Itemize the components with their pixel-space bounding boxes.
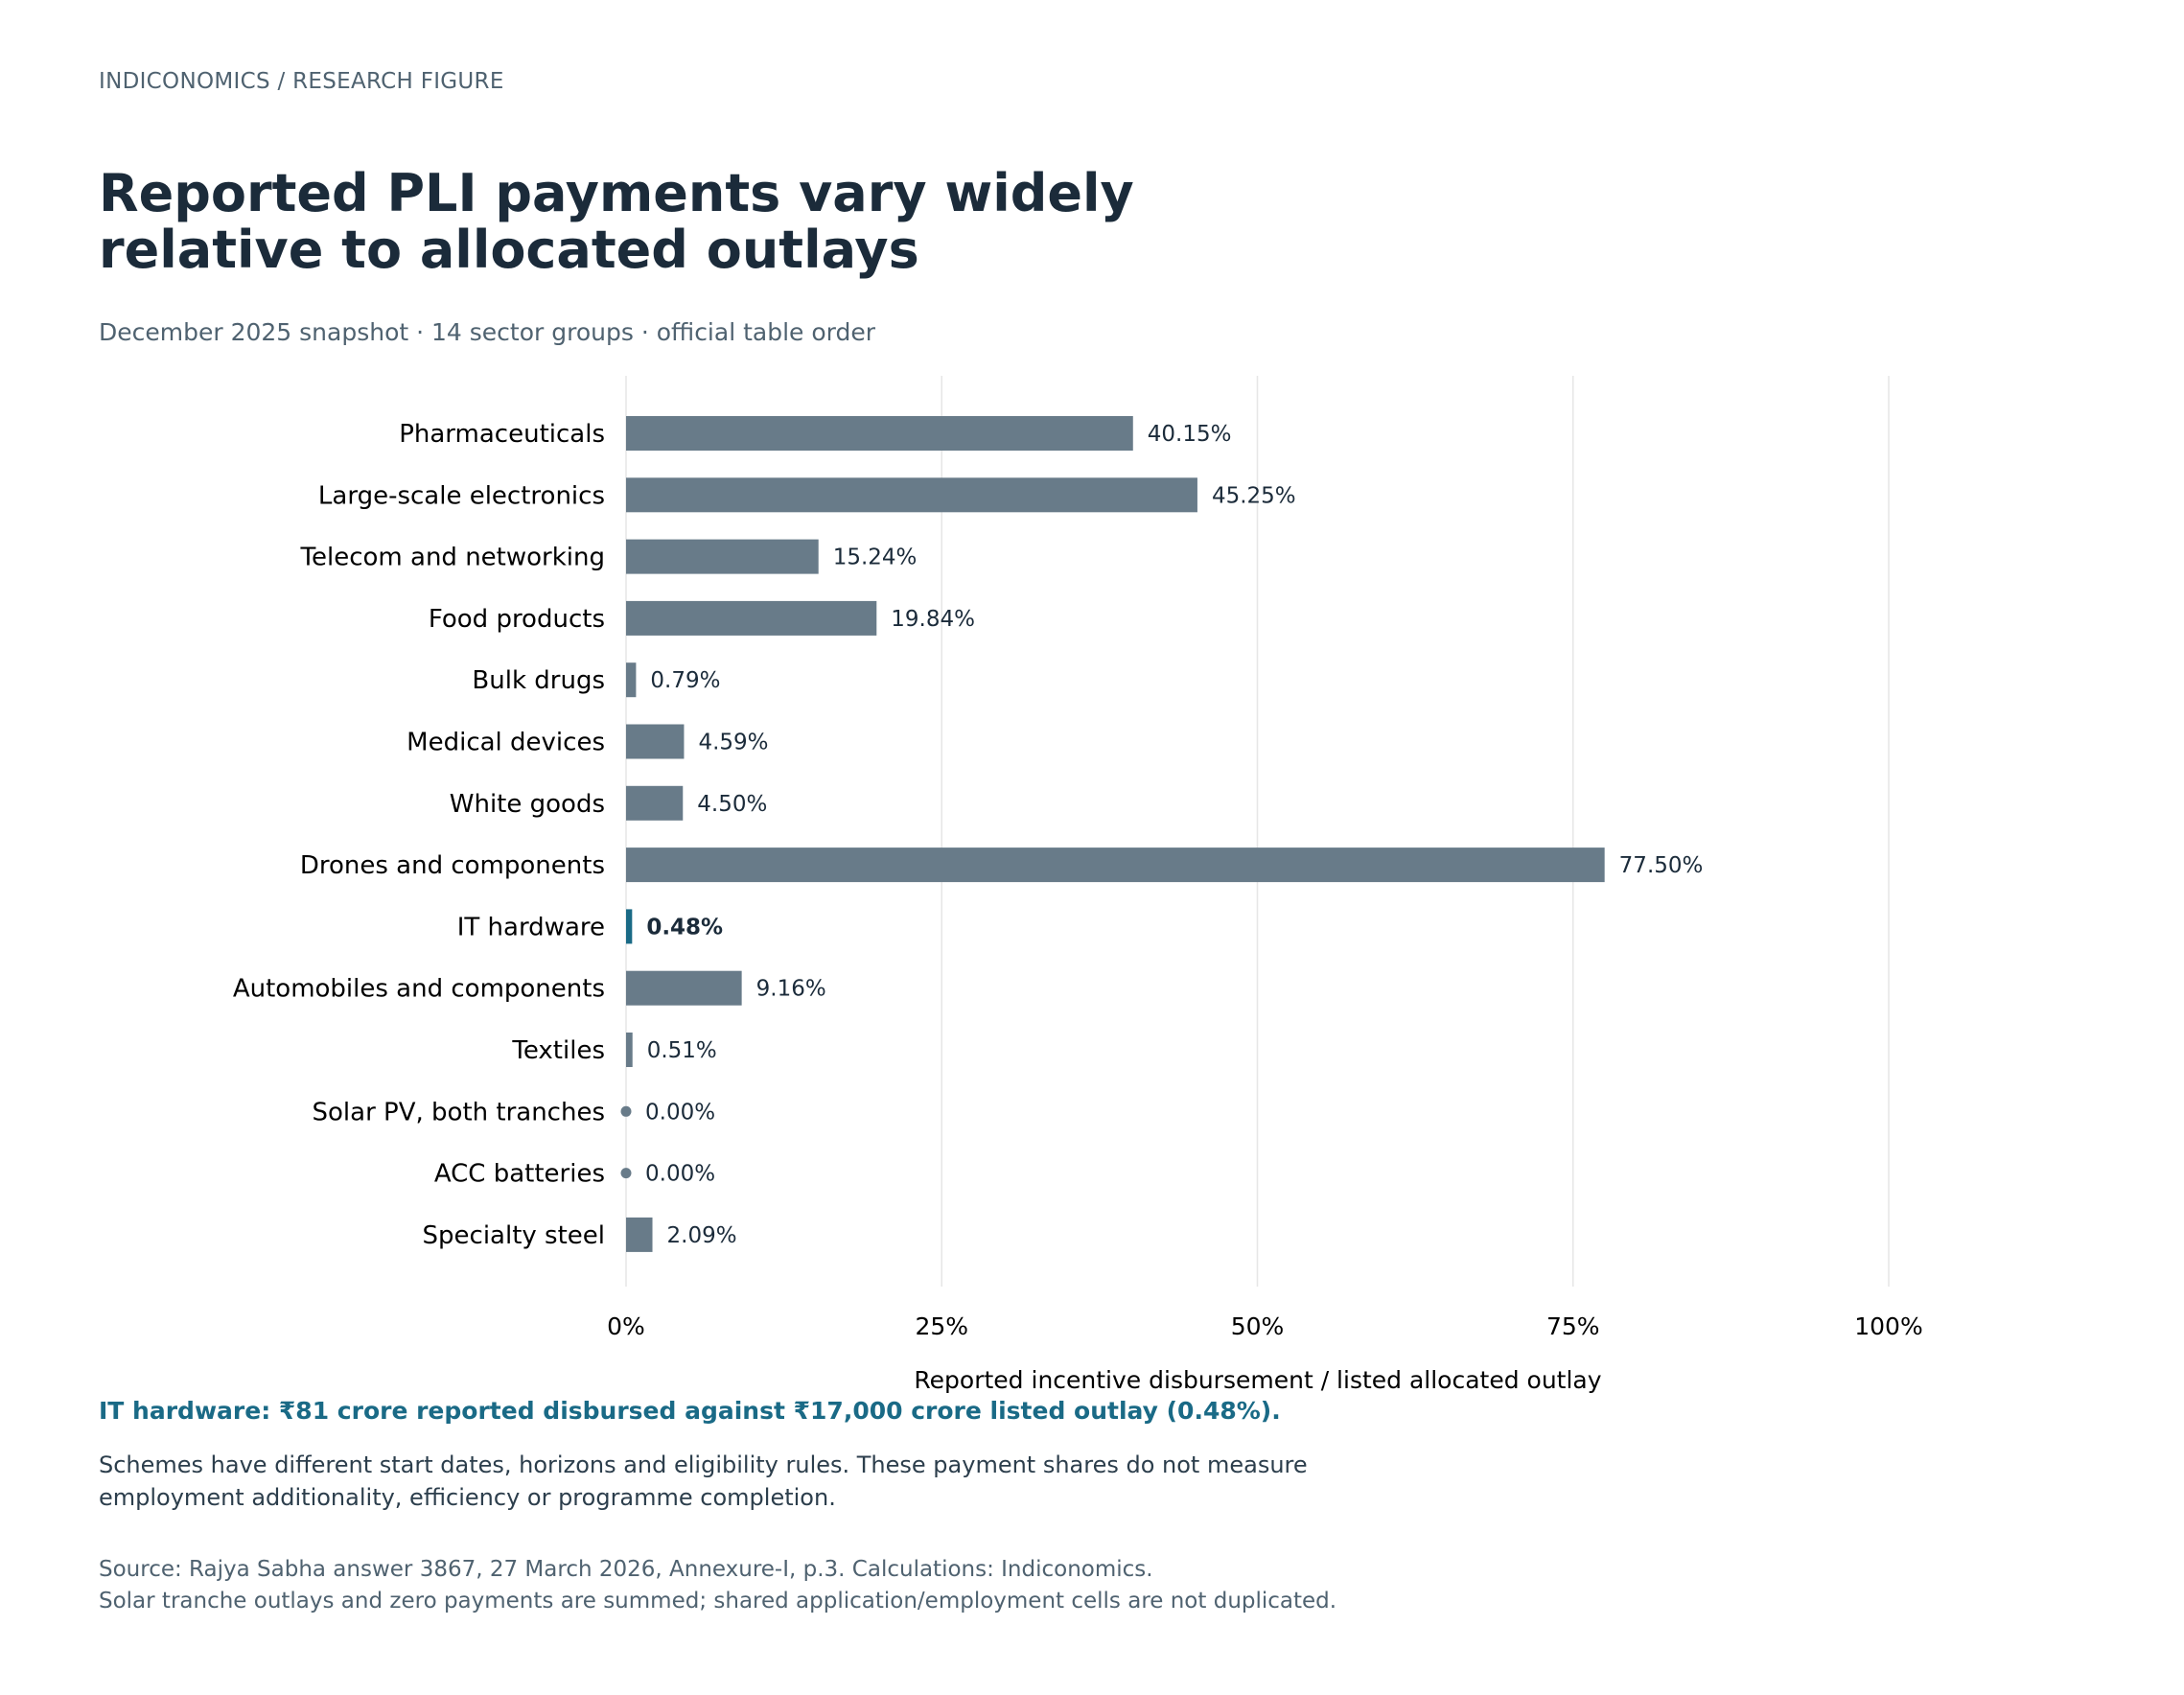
category-label: Specialty steel <box>423 1221 605 1250</box>
x-axis-label: Reported incentive disbursement / listed… <box>914 1366 1601 1394</box>
data-label: 77.50% <box>1619 853 1704 878</box>
category-labels: Pharmaceuticals Large-scale electronics Te… <box>233 420 605 1250</box>
bar <box>626 539 819 574</box>
category-label: Pharmaceuticals <box>399 420 605 449</box>
data-label: 40.15% <box>1148 422 1232 447</box>
data-label: 0.48% <box>646 915 723 940</box>
category-label: Large-scale electronics <box>318 481 605 510</box>
data-label: 15.24% <box>833 546 918 570</box>
category-label: Textiles <box>511 1036 605 1065</box>
category-label: Telecom and networking <box>300 544 605 572</box>
category-label: Bulk drugs <box>472 666 605 695</box>
x-tick-label: 25% <box>915 1312 968 1340</box>
data-label: 2.09% <box>667 1223 737 1248</box>
source-line: Solar tranche outlays and zero payments … <box>99 1589 1337 1614</box>
bar <box>626 909 633 944</box>
category-label: Automobiles and components <box>233 975 605 1004</box>
x-tick-label: 0% <box>607 1312 645 1340</box>
value-labels: 40.15% 45.25% 15.24% 19.84% 0.79% 4.59% 4.50% 7… <box>645 422 1703 1248</box>
methodology-note: Schemes have different start dates, hori… <box>99 1451 1308 1511</box>
bar <box>626 724 685 759</box>
data-label: 0.79% <box>650 668 720 693</box>
x-tick-labels: 0% 25% 50% 75% 100% <box>607 1312 1923 1340</box>
bar-chart: Pharmaceuticals Large-scale electronics Te… <box>233 376 1923 1394</box>
bar-zero-marker <box>620 1105 632 1117</box>
data-label: 45.25% <box>1212 483 1296 508</box>
data-label: 4.50% <box>697 792 767 817</box>
x-tick-label: 100% <box>1854 1312 1922 1340</box>
highlight-callout: IT hardware: ₹81 crore reported disburse… <box>99 1397 1281 1425</box>
breadcrumb: INDICONOMICS / RESEARCH FIGURE <box>99 69 504 94</box>
bar <box>626 416 1133 451</box>
chart-subtitle: December 2025 snapshot · 14 sector group… <box>99 318 876 346</box>
source-line: Source: Rajya Sabha answer 3867, 27 Marc… <box>99 1557 1153 1582</box>
data-label: 19.84% <box>891 607 975 632</box>
data-label: 4.59% <box>698 731 768 755</box>
gridlines <box>625 376 1890 1287</box>
category-label: Food products <box>429 605 605 634</box>
x-tick-label: 50% <box>1231 1312 1285 1340</box>
category-label: White goods <box>450 790 605 819</box>
data-label: 0.00% <box>645 1100 715 1125</box>
chart-title: Reported PLI payments vary widely relati… <box>99 163 1134 280</box>
bar <box>626 1033 633 1067</box>
bar-zero-marker <box>620 1168 632 1179</box>
data-label: 0.00% <box>645 1162 715 1187</box>
bar <box>626 970 742 1006</box>
bar <box>626 477 1197 513</box>
x-tick-label: 75% <box>1546 1312 1600 1340</box>
category-label: Medical devices <box>407 729 605 757</box>
category-label: Solar PV, both tranches <box>313 1098 605 1126</box>
bars <box>620 416 1605 1252</box>
category-label: ACC batteries <box>434 1160 605 1189</box>
data-label: 9.16% <box>756 977 826 1002</box>
bar <box>626 1217 653 1252</box>
source-note: Source: Rajya Sabha answer 3867, 27 Marc… <box>99 1554 1633 1617</box>
data-label: 0.51% <box>647 1038 717 1063</box>
bar <box>626 848 1605 883</box>
bar <box>626 662 637 698</box>
category-label: Drones and components <box>300 851 605 880</box>
category-label: IT hardware <box>457 913 605 941</box>
bar <box>626 600 877 636</box>
bar <box>626 785 684 821</box>
